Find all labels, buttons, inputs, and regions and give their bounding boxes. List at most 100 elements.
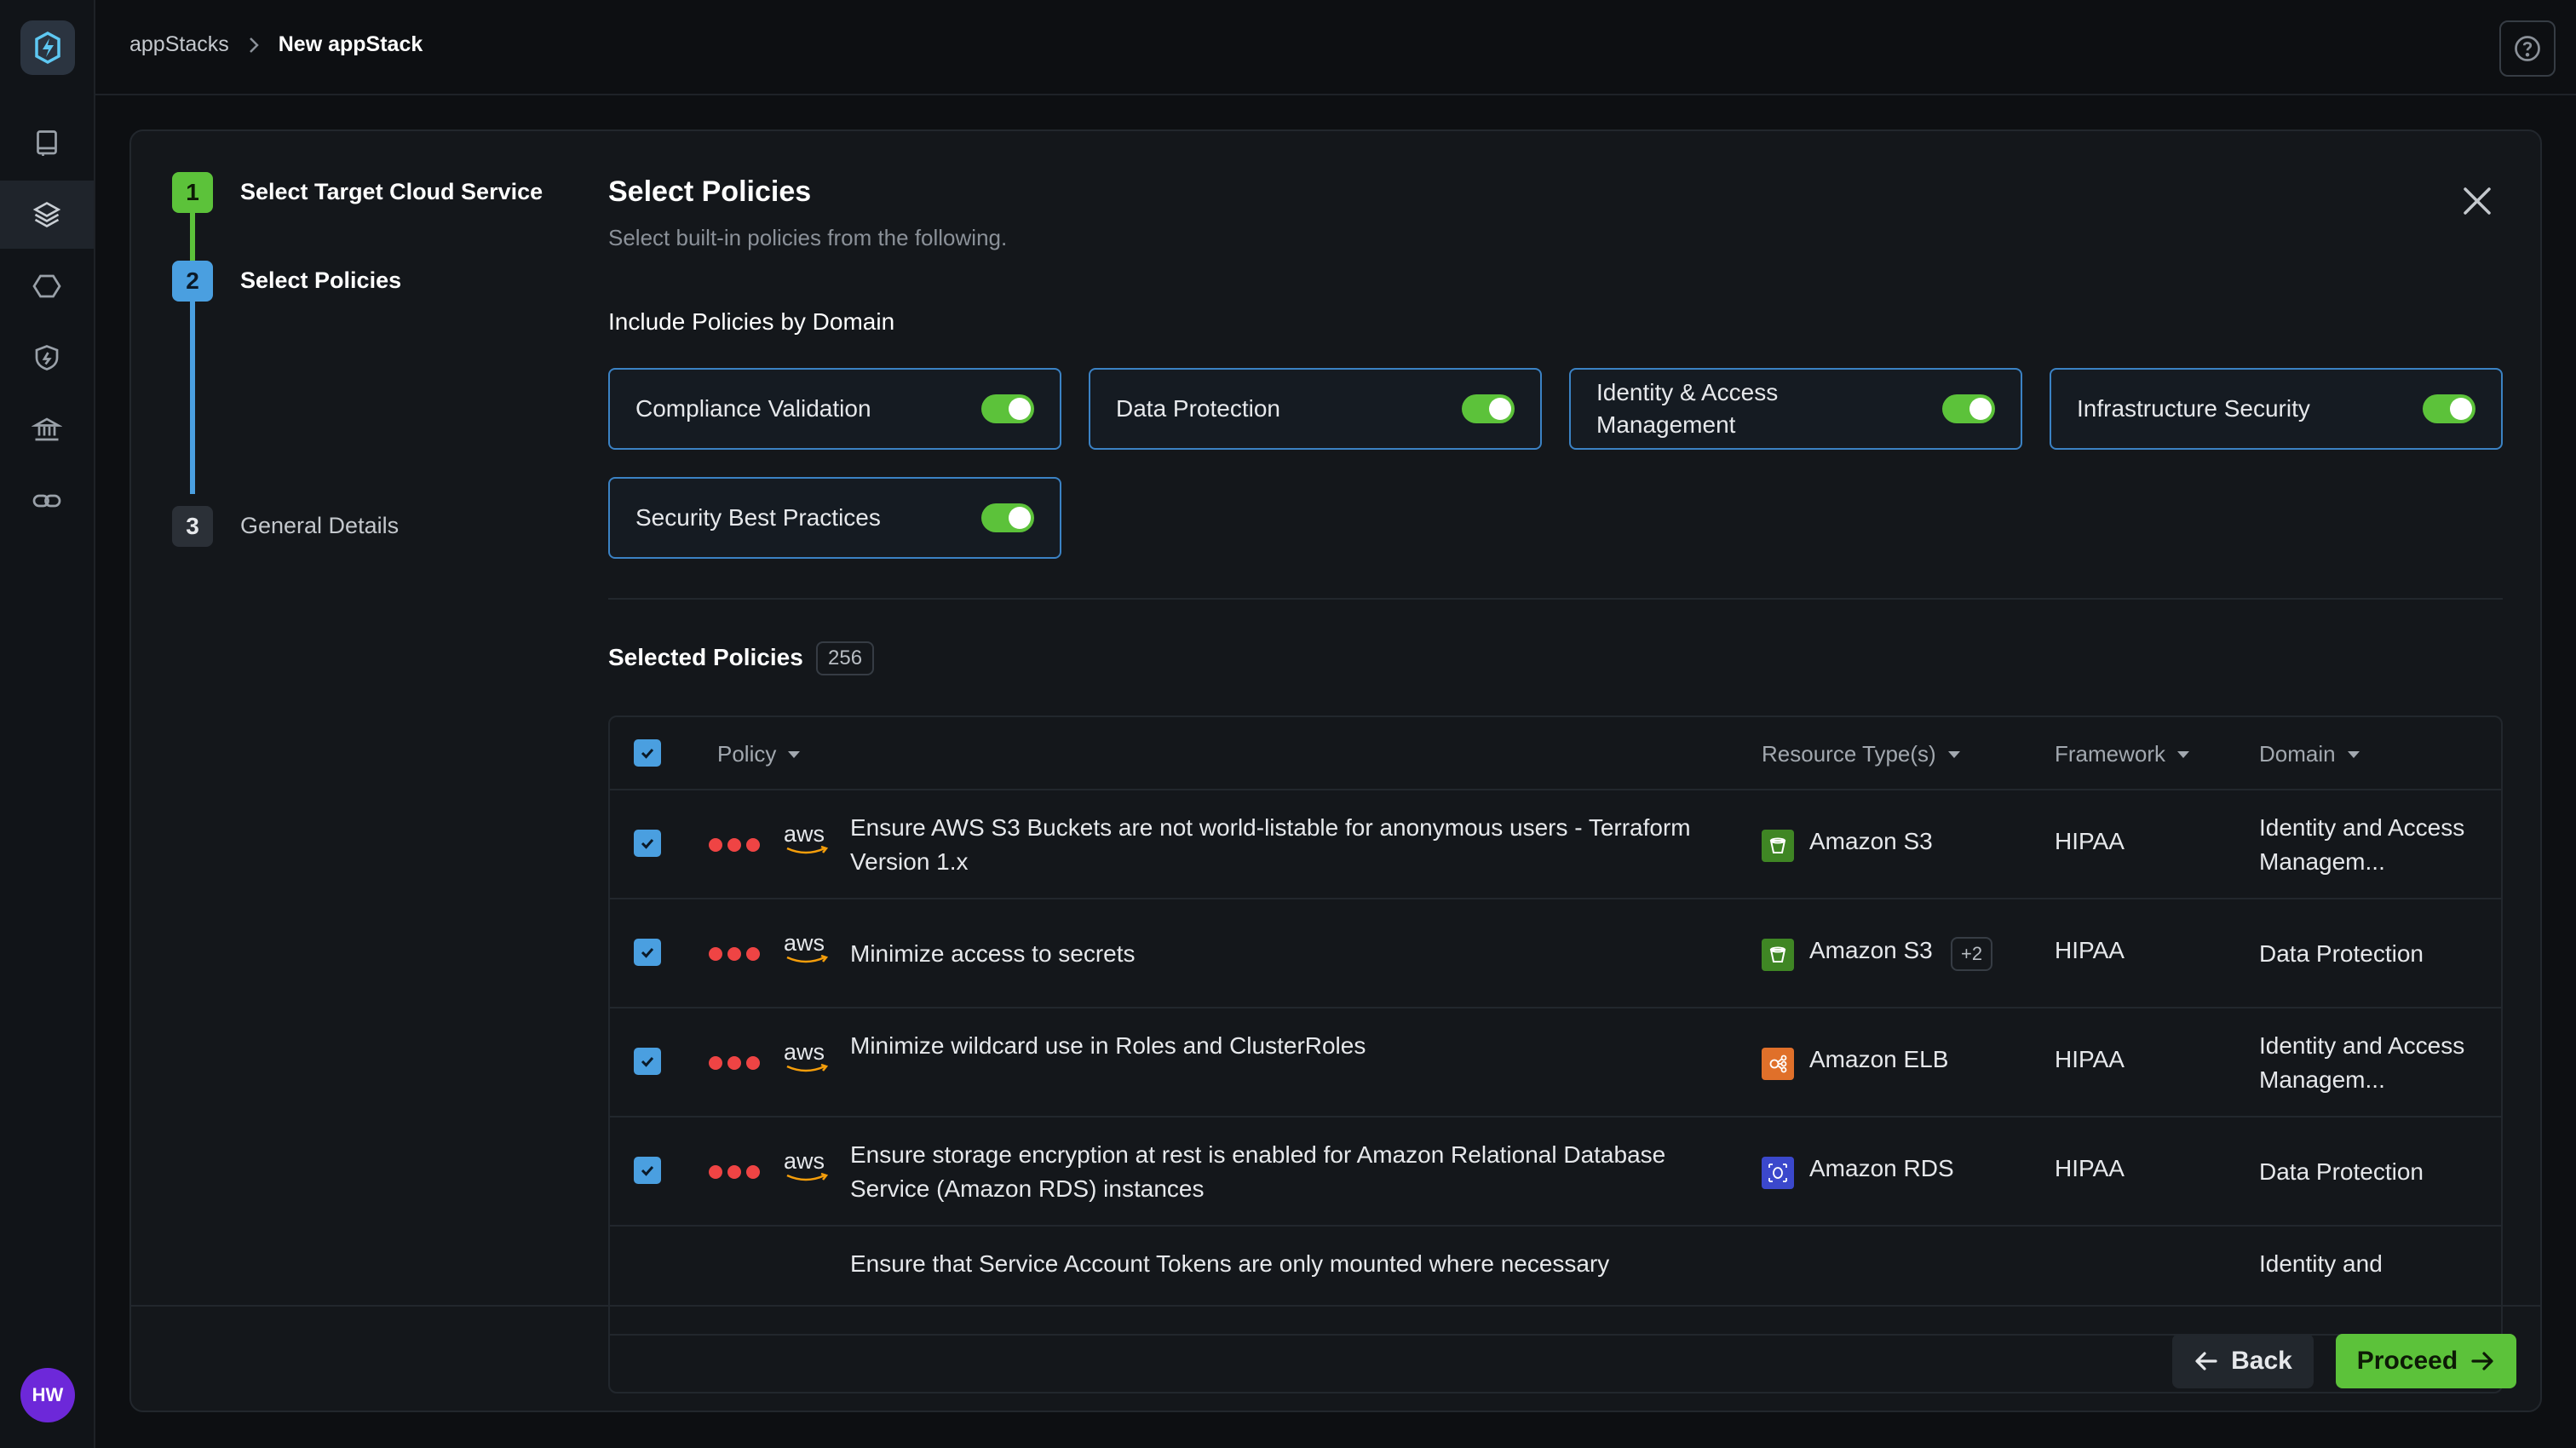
domain-card-infrastructure-security[interactable]: Infrastructure Security bbox=[2050, 368, 2503, 450]
column-header-resource[interactable]: Resource Type(s) bbox=[1762, 741, 1960, 767]
domain-card-identity-access[interactable]: Identity & Access Management bbox=[1569, 368, 2022, 450]
page-subtitle: Select built-in policies from the follow… bbox=[608, 225, 1008, 250]
provider-label: aws bbox=[784, 1039, 825, 1065]
domain-card-data-protection[interactable]: Data Protection bbox=[1089, 368, 1542, 450]
help-button[interactable] bbox=[2499, 20, 2556, 77]
step-3-number: 3 bbox=[172, 506, 213, 547]
breadcrumb: appStacks New appStack bbox=[129, 32, 423, 57]
domain-toggle[interactable] bbox=[1942, 394, 1995, 423]
step-connector-1 bbox=[190, 213, 195, 261]
layers-icon bbox=[32, 201, 61, 228]
sidebar-item-integrations[interactable] bbox=[0, 467, 94, 535]
table-header: Policy Resource Type(s) Framework Domain bbox=[610, 717, 2501, 790]
domains-section-label: Include Policies by Domain bbox=[608, 308, 895, 335]
back-button[interactable]: Back bbox=[2172, 1334, 2314, 1388]
check-icon bbox=[641, 749, 654, 759]
row-checkbox[interactable] bbox=[634, 830, 661, 857]
check-icon bbox=[641, 948, 654, 958]
sort-caret-icon bbox=[2177, 750, 2190, 758]
logo-icon bbox=[35, 32, 60, 64]
check-icon bbox=[641, 1057, 654, 1067]
table-row[interactable]: Ensure that Service Account Tokens are o… bbox=[610, 1227, 2501, 1336]
policy-name: Ensure storage encryption at rest is ena… bbox=[850, 1141, 1666, 1202]
policy-name: Ensure AWS S3 Buckets are not world-list… bbox=[850, 814, 1691, 875]
wizard-card: 1 Select Target Cloud Service 2 Select P… bbox=[129, 129, 2542, 1412]
sidebar-item-security[interactable] bbox=[0, 324, 94, 392]
resource-type: Amazon ELB bbox=[1809, 1046, 1949, 1072]
table-row[interactable]: aws Minimize wildcard use in Roles and C… bbox=[610, 1008, 2501, 1118]
row-checkbox[interactable] bbox=[634, 1048, 661, 1075]
column-label: Framework bbox=[2055, 741, 2166, 767]
footer-divider bbox=[131, 1305, 2540, 1307]
row-checkbox[interactable] bbox=[634, 939, 661, 966]
column-label: Policy bbox=[717, 741, 777, 767]
table-row[interactable]: aws Ensure AWS S3 Buckets are not world-… bbox=[610, 790, 2501, 899]
sort-caret-icon bbox=[788, 750, 801, 758]
column-header-domain[interactable]: Domain bbox=[2259, 741, 2360, 767]
top-bar: appStacks New appStack bbox=[95, 0, 2576, 95]
selected-count-badge: 256 bbox=[816, 641, 875, 675]
severity-high-icon bbox=[709, 1165, 760, 1179]
aws-logo-icon: aws bbox=[784, 1150, 831, 1187]
check-icon bbox=[641, 839, 654, 849]
arrow-left-icon bbox=[2195, 1352, 2217, 1370]
step-2-number: 2 bbox=[172, 261, 213, 302]
shield-bolt-icon bbox=[35, 345, 59, 371]
select-all-checkbox[interactable] bbox=[634, 739, 661, 767]
help-icon bbox=[2515, 36, 2540, 61]
user-avatar[interactable]: HW bbox=[20, 1368, 75, 1422]
breadcrumb-appstacks[interactable]: appStacks bbox=[129, 32, 229, 56]
domain-label: Security Best Practices bbox=[635, 504, 881, 531]
policy-name: Ensure that Service Account Tokens are o… bbox=[850, 1250, 1610, 1277]
row-checkbox[interactable] bbox=[634, 1157, 661, 1184]
domain-toggle[interactable] bbox=[2423, 394, 2475, 423]
resource-type: Amazon RDS bbox=[1809, 1155, 1954, 1181]
domain-card-security-best-practices[interactable]: Security Best Practices bbox=[608, 477, 1061, 559]
framework: HIPAA bbox=[2055, 937, 2125, 963]
breadcrumb-current: New appStack bbox=[278, 32, 423, 56]
book-icon bbox=[37, 130, 57, 156]
domain-toggle[interactable] bbox=[1462, 394, 1515, 423]
table-row[interactable]: aws Ensure storage encryption at rest is… bbox=[610, 1118, 2501, 1227]
app-logo[interactable] bbox=[20, 20, 75, 75]
sort-caret-icon bbox=[2347, 750, 2360, 758]
domain-toggle[interactable] bbox=[981, 394, 1034, 423]
hexagon-icon bbox=[32, 274, 61, 298]
domain-card-compliance-validation[interactable]: Compliance Validation bbox=[608, 368, 1061, 450]
s3-bucket-icon bbox=[1762, 939, 1794, 971]
more-resources-badge[interactable]: +2 bbox=[1951, 937, 1993, 971]
aws-logo-icon: aws bbox=[784, 823, 831, 860]
column-header-policy[interactable]: Policy bbox=[717, 741, 801, 767]
aws-logo-icon: aws bbox=[784, 932, 831, 969]
close-button[interactable] bbox=[2458, 182, 2496, 220]
sidebar-item-compliance[interactable] bbox=[0, 395, 94, 463]
rds-icon bbox=[1762, 1157, 1794, 1189]
step-3-label: General Details bbox=[240, 513, 400, 538]
provider-label: aws bbox=[784, 930, 825, 956]
domain-toggle[interactable] bbox=[981, 503, 1034, 532]
policy-name: Minimize access to secrets bbox=[850, 940, 1136, 967]
column-header-framework[interactable]: Framework bbox=[2055, 741, 2190, 767]
column-label: Resource Type(s) bbox=[1762, 741, 1936, 767]
provider-label: aws bbox=[784, 1148, 825, 1174]
table-row[interactable]: aws Minimize access to secrets Amazon S3… bbox=[610, 899, 2501, 1008]
page-title: Select Policies bbox=[608, 175, 812, 208]
framework: HIPAA bbox=[2055, 1046, 2125, 1072]
proceed-label: Proceed bbox=[2356, 1347, 2458, 1375]
severity-high-icon bbox=[709, 947, 760, 961]
sidebar-item-docs[interactable] bbox=[0, 109, 94, 177]
domain-label: Identity & Access Management bbox=[1596, 379, 1779, 438]
column-label: Domain bbox=[2259, 741, 2336, 767]
back-label: Back bbox=[2231, 1347, 2292, 1375]
sidebar-item-appstacks[interactable] bbox=[0, 181, 94, 249]
selected-policies-label: Selected Policies bbox=[608, 644, 803, 670]
resource-type: Amazon S3 bbox=[1809, 937, 1933, 963]
proceed-button[interactable]: Proceed bbox=[2336, 1334, 2516, 1388]
close-icon bbox=[2464, 187, 2491, 215]
policy-name: Minimize wildcard use in Roles and Clust… bbox=[850, 1032, 1366, 1059]
sidebar-item-resources[interactable] bbox=[0, 252, 94, 320]
step-1-label[interactable]: Select Target Cloud Service bbox=[240, 179, 543, 204]
step-2-label[interactable]: Select Policies bbox=[240, 267, 402, 293]
domain: Identity and Access Managem... bbox=[2259, 814, 2465, 875]
severity-high-icon bbox=[709, 838, 760, 852]
